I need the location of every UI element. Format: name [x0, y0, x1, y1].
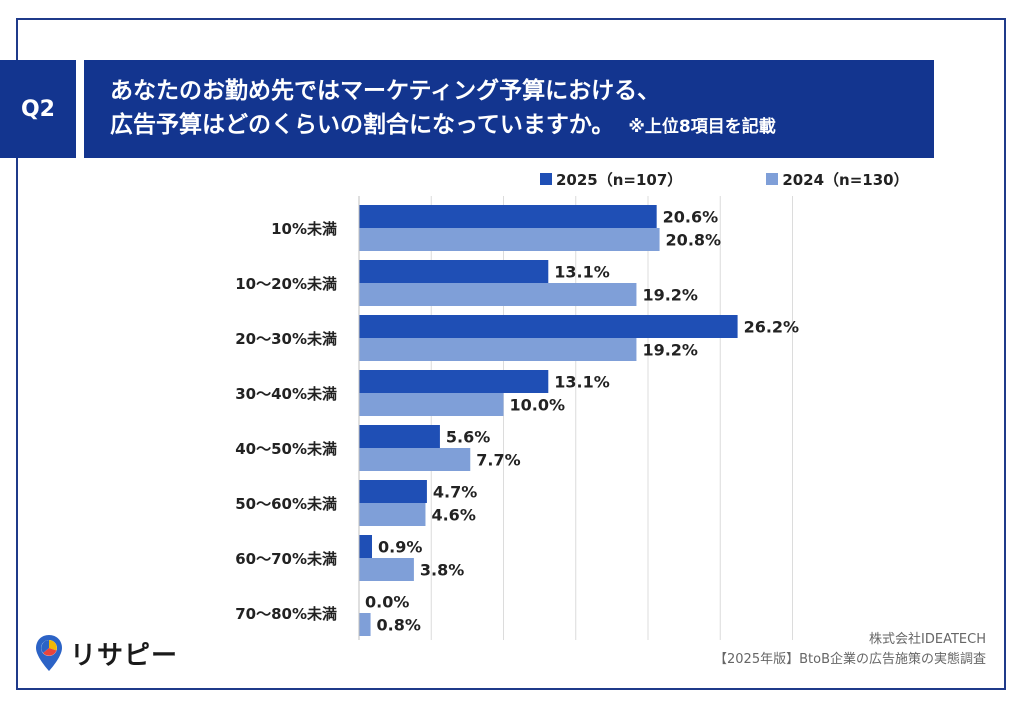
bar-2025: [359, 315, 738, 338]
bar-2025: [359, 370, 549, 393]
bar-2025: [359, 260, 549, 283]
source-report: 【2025年版】BtoB企業の広告施策の実態調査: [714, 652, 986, 667]
source-credit: 株式会社IDEATECH 【2025年版】BtoB企業の広告施策の実態調査: [714, 630, 986, 670]
category-label: 40〜50%未満: [235, 440, 337, 458]
question-line-2: 広告予算はどのくらいの割合になっていますか。 ※上位8項目を記載: [110, 108, 934, 144]
data-label-2025: 26.2%: [744, 318, 800, 337]
question-line-1: あなたのお勤め先ではマーケティング予算における、: [110, 78, 661, 104]
data-label-2025: 13.1%: [554, 373, 610, 392]
question-note: ※上位8項目を記載: [628, 117, 776, 137]
category-label: 10%未満: [271, 220, 337, 238]
data-label-2025: 4.7%: [433, 483, 477, 502]
bar-2025: [359, 535, 373, 558]
bar-2024: [359, 338, 637, 361]
legend-label-2025: 2025（n=107）: [556, 170, 683, 189]
bar-2024: [359, 393, 504, 416]
legend-item-2025: 2025（n=107）: [540, 169, 682, 190]
bar-2024: [359, 613, 371, 636]
question-banner: あなたのお勤め先ではマーケティング予算における、 広告予算はどのくらいの割合にな…: [84, 60, 934, 158]
risapi-logo: リサピー: [34, 633, 178, 673]
bar-2025: [359, 205, 657, 228]
data-label-2024: 7.7%: [476, 451, 520, 470]
data-label-2025: 13.1%: [554, 263, 610, 282]
legend-item-2024: 2024（n=130）: [766, 169, 909, 190]
category-label: 60〜70%未満: [235, 550, 337, 568]
legend-swatch-2025: [540, 173, 552, 185]
data-label-2024: 10.0%: [510, 396, 566, 415]
legend-swatch-2024: [766, 173, 779, 185]
data-label-2024: 4.6%: [431, 506, 475, 525]
question-badge: Q2: [0, 60, 76, 158]
source-company: 株式会社IDEATECH: [869, 632, 986, 647]
bar-2024: [359, 503, 426, 526]
pin-logo-icon: [36, 635, 62, 671]
data-label-2024: 19.2%: [642, 286, 698, 305]
bar-2025: [359, 425, 440, 448]
bar-2024: [359, 228, 660, 251]
question-text-2: 広告予算はどのくらいの割合になっていますか。: [110, 112, 615, 138]
bar-2024: [359, 448, 471, 471]
data-label-2025: 0.9%: [378, 538, 422, 557]
data-label-2024: 3.8%: [420, 561, 464, 580]
category-label: 10〜20%未満: [235, 275, 337, 293]
legend-label-2024: 2024（n=130）: [782, 170, 909, 189]
category-label: 20〜30%未満: [235, 330, 337, 348]
data-label-2024: 19.2%: [642, 341, 698, 360]
category-label: 50〜60%未満: [235, 495, 337, 513]
data-label-2025: 20.6%: [663, 208, 719, 227]
data-label-2024: 20.8%: [666, 231, 722, 250]
category-label: 70〜80%未満: [235, 605, 337, 623]
bar-2024: [359, 283, 637, 306]
bar-2024: [359, 558, 414, 581]
bar-2025: [359, 480, 427, 503]
data-label-2025: 5.6%: [446, 428, 490, 447]
logo-text: リサピー: [70, 640, 179, 671]
chart-legend: 2025（n=107） 2024（n=130）: [540, 168, 909, 190]
data-label-2025: 0.0%: [365, 593, 409, 612]
data-label-2024: 0.8%: [377, 616, 421, 635]
category-label: 30〜40%未満: [235, 385, 337, 403]
